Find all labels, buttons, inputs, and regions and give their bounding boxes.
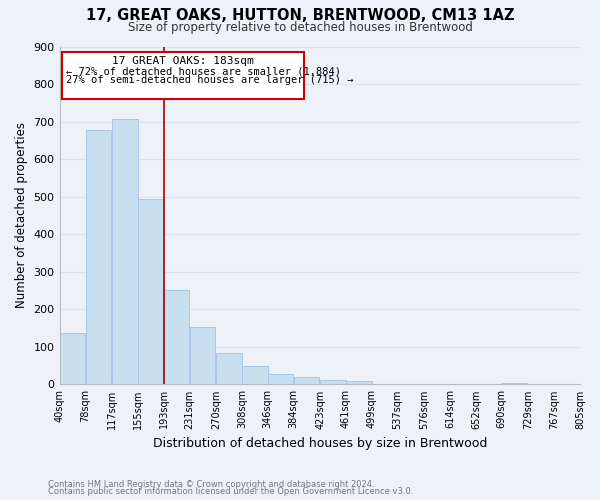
Text: Contains HM Land Registry data © Crown copyright and database right 2024.: Contains HM Land Registry data © Crown c… — [48, 480, 374, 489]
Bar — [190, 328, 215, 384]
Bar — [112, 120, 137, 384]
Bar — [294, 377, 319, 384]
FancyBboxPatch shape — [62, 52, 304, 99]
Text: 27% of semi-detached houses are larger (715) →: 27% of semi-detached houses are larger (… — [67, 74, 354, 85]
Text: ← 72% of detached houses are smaller (1,884): ← 72% of detached houses are smaller (1,… — [67, 66, 341, 76]
Bar — [216, 352, 242, 384]
Bar — [138, 200, 163, 384]
Text: 17, GREAT OAKS, HUTTON, BRENTWOOD, CM13 1AZ: 17, GREAT OAKS, HUTTON, BRENTWOOD, CM13 … — [86, 8, 514, 22]
Text: Contains public sector information licensed under the Open Government Licence v3: Contains public sector information licen… — [48, 488, 413, 496]
Bar — [164, 290, 190, 384]
X-axis label: Distribution of detached houses by size in Brentwood: Distribution of detached houses by size … — [152, 437, 487, 450]
Bar — [502, 382, 527, 384]
Bar — [86, 130, 111, 384]
Bar — [320, 380, 346, 384]
Text: Size of property relative to detached houses in Brentwood: Size of property relative to detached ho… — [128, 21, 472, 34]
Bar — [268, 374, 293, 384]
Bar — [242, 366, 268, 384]
Bar — [60, 333, 85, 384]
Y-axis label: Number of detached properties: Number of detached properties — [15, 122, 28, 308]
Text: 17 GREAT OAKS: 183sqm: 17 GREAT OAKS: 183sqm — [112, 56, 254, 66]
Bar — [346, 382, 371, 384]
